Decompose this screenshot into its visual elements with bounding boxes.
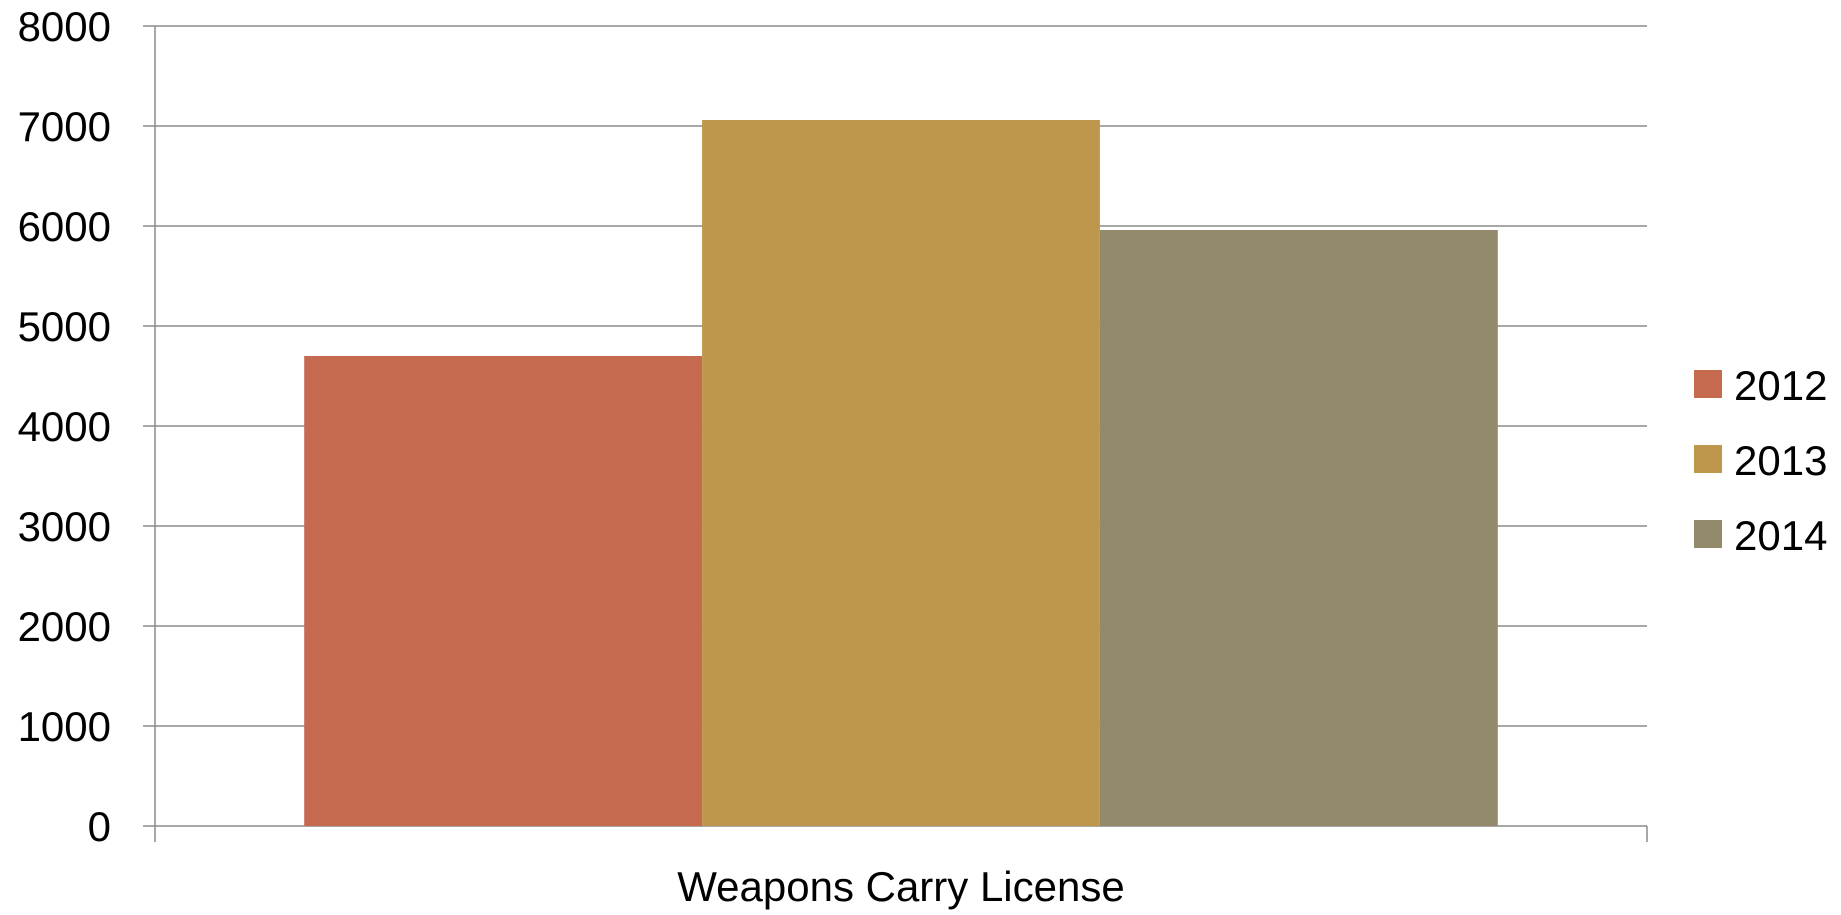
y-tick-label: 3000 <box>18 503 111 550</box>
bar-2012 <box>304 356 703 826</box>
legend-label: 2012 <box>1734 362 1827 409</box>
x-category-label: Weapons Carry License <box>677 863 1124 910</box>
bar-2014 <box>1099 230 1498 826</box>
y-axis-tick-labels: 0 1000 2000 3000 4000 5000 6000 7000 8000 <box>18 3 111 850</box>
legend-label: 2014 <box>1734 512 1827 559</box>
y-tick-label: 5000 <box>18 303 111 350</box>
legend-label: 2013 <box>1734 437 1827 484</box>
bar-2013 <box>702 120 1100 826</box>
y-tick-label: 1000 <box>18 703 111 750</box>
legend-swatch-2013 <box>1694 445 1722 473</box>
bars <box>304 120 1498 826</box>
legend: 2012 2013 2014 <box>1694 362 1827 559</box>
y-tick-label: 7000 <box>18 103 111 150</box>
y-tick-label: 8000 <box>18 3 111 50</box>
legend-swatch-2012 <box>1694 370 1722 398</box>
y-tick-label: 0 <box>88 803 111 850</box>
x-axis-category-labels: Weapons Carry License <box>677 863 1124 910</box>
y-tick-label: 4000 <box>18 403 111 450</box>
y-tick-label: 6000 <box>18 203 111 250</box>
y-tick-label: 2000 <box>18 603 111 650</box>
legend-swatch-2014 <box>1694 520 1722 548</box>
